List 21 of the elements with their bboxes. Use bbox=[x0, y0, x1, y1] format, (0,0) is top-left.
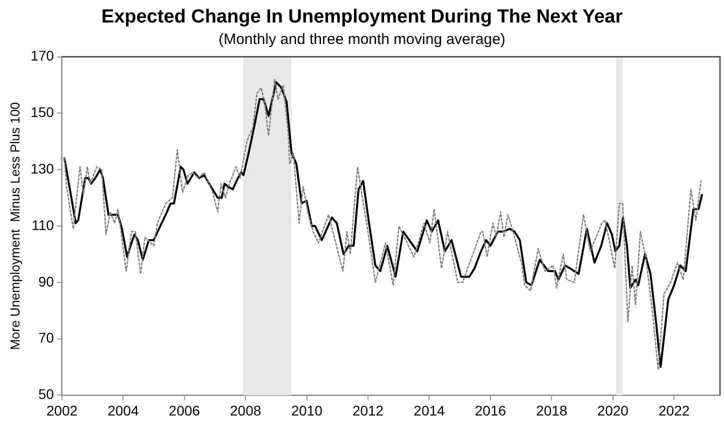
x-tick-label: 2022 bbox=[658, 402, 690, 418]
x-tick-label: 2018 bbox=[536, 402, 568, 418]
x-tick-label: 2004 bbox=[108, 402, 139, 418]
x-tick-label: 2014 bbox=[414, 402, 446, 418]
x-tick-label: 2002 bbox=[46, 402, 78, 418]
y-tick-label: 150 bbox=[30, 104, 54, 120]
x-tick-label: 2006 bbox=[168, 402, 200, 418]
x-tick-label: 2016 bbox=[474, 402, 506, 418]
chart-subtitle: (Monthly and three month moving average) bbox=[218, 30, 506, 48]
y-axis-title: More Unemployment Minus Less Plus 100 bbox=[7, 102, 22, 350]
y-tick-label: 90 bbox=[38, 273, 54, 290]
y-tick-label: 130 bbox=[30, 160, 54, 176]
x-tick-label: 2012 bbox=[352, 402, 384, 418]
y-tick-label: 170 bbox=[30, 48, 54, 64]
x-tick-label: 2008 bbox=[230, 402, 262, 418]
x-tick-label: 2010 bbox=[291, 402, 323, 418]
y-tick-label: 110 bbox=[32, 216, 54, 233]
chart-title: Expected Change In Unemployment During The Next Year bbox=[101, 6, 624, 28]
x-tick-label: 2020 bbox=[597, 402, 629, 418]
y-tick-label: 70 bbox=[38, 330, 54, 346]
y-tick-label: 50 bbox=[38, 386, 54, 402]
